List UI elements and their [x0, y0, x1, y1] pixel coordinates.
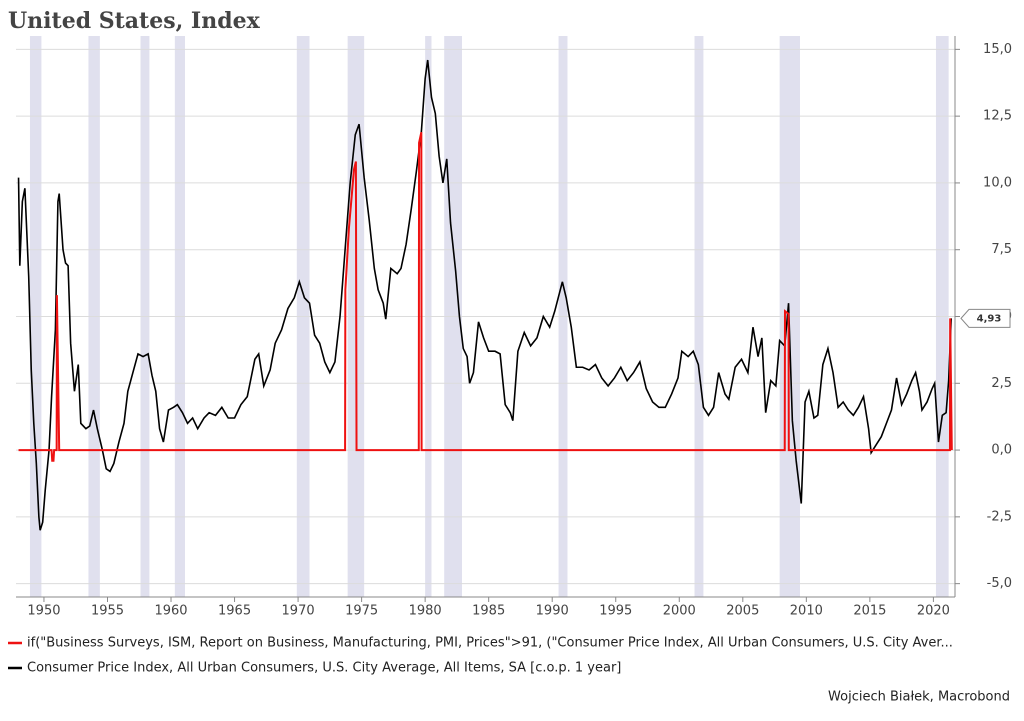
- y-tick-label: 7,5: [991, 242, 1012, 257]
- x-tick-label: 1985: [472, 604, 505, 619]
- x-tick-label: 1975: [345, 604, 378, 619]
- x-tick-label: 2000: [663, 604, 696, 619]
- x-tick-label: 1950: [27, 604, 60, 619]
- x-tick-label: 2005: [726, 604, 759, 619]
- y-tick-label: 12,5: [983, 109, 1012, 124]
- chart-title: United States, Index: [8, 8, 261, 34]
- series-line: [18, 131, 953, 462]
- source: Wojciech Białek, Macrobond: [828, 690, 1010, 705]
- x-tick-label: 2015: [853, 604, 886, 619]
- x-tick-label: 1955: [91, 604, 124, 619]
- y-tick-label: 0,0: [991, 443, 1012, 458]
- y-tick-label: -5,0: [987, 576, 1012, 591]
- x-tick-label: 2010: [790, 604, 823, 619]
- x-tick-label: 1995: [599, 604, 632, 619]
- value-label: 4,93: [977, 313, 1002, 324]
- value-label-box: [960, 308, 1011, 328]
- x-tick-label: 1970: [282, 604, 315, 619]
- series-line: [17, 59, 952, 531]
- y-tick-label: 2,5: [991, 376, 1012, 391]
- legend-label: Consumer Price Index, All Urban Consumer…: [27, 661, 621, 676]
- x-tick-label: 1960: [154, 604, 187, 619]
- x-tick-label: 1965: [218, 604, 251, 619]
- y-tick-label: 10,0: [983, 175, 1012, 190]
- x-tick-label: 1990: [536, 604, 569, 619]
- x-tick-label: 2020: [917, 604, 950, 619]
- x-tick-label: 1980: [409, 604, 442, 619]
- y-tick-label: -2,5: [987, 509, 1012, 524]
- y-tick-label: 15,0: [983, 42, 1012, 57]
- legend-label: if("Business Surveys, ISM, Report on Bus…: [27, 636, 953, 651]
